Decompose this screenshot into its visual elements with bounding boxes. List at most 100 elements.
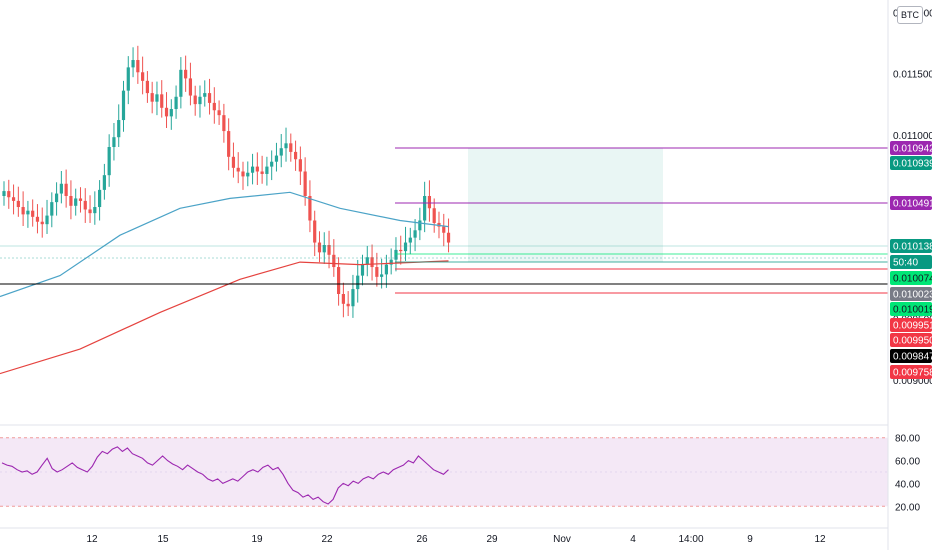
price-tag	[890, 239, 932, 253]
candle-body	[356, 275, 360, 290]
candle-body	[298, 159, 302, 172]
price-tags: 0.010942 0.010939 0.010491 0.010138 50:40 0.0…	[890, 141, 932, 379]
price-tag	[890, 365, 932, 379]
candle-body	[317, 242, 322, 253]
price-tag	[890, 318, 932, 332]
price-tag-label: 0.009758	[893, 368, 932, 379]
price-tag-label: 0.010138	[893, 242, 932, 253]
candle-body	[351, 289, 355, 307]
candle-body	[222, 115, 226, 132]
candle-body	[155, 94, 159, 102]
price-pane[interactable]	[0, 45, 888, 426]
time-axis[interactable]: 12 15 19 22 26 29 Nov 4 14:00 9 12	[0, 0, 889, 550]
candle-body	[217, 110, 221, 116]
x-tick-label: 4	[630, 534, 636, 545]
candle-body	[389, 259, 393, 265]
candle-body	[203, 93, 207, 97]
candle-body	[313, 220, 317, 243]
y-tick-label: 0.009000	[893, 376, 932, 387]
candle-body	[193, 95, 197, 105]
osc-tick-label: 20.00	[895, 502, 920, 513]
candle-body	[418, 220, 422, 231]
x-tick-label: 26	[416, 534, 428, 545]
price-tag	[890, 156, 932, 170]
candle-body	[136, 60, 140, 73]
candle-body	[231, 156, 236, 168]
price-tag	[890, 333, 932, 347]
candle-body	[74, 198, 78, 206]
candle-body	[59, 183, 63, 194]
price-tag	[890, 255, 932, 269]
x-tick-label: 19	[251, 534, 263, 545]
candle-body	[227, 131, 231, 157]
candle-body	[423, 196, 427, 221]
candle-body	[11, 197, 16, 201]
candle-body	[188, 78, 193, 96]
y-tick-label: 0.011000	[893, 131, 932, 142]
price-tag	[890, 287, 932, 301]
candle-body	[265, 166, 269, 174]
candle-body	[399, 249, 403, 252]
candle-body	[40, 221, 44, 225]
candle-body	[93, 207, 97, 214]
candle-body	[164, 107, 169, 117]
oscillator-pane[interactable]	[0, 437, 888, 507]
osc-tick-label: 60.00	[895, 457, 920, 468]
ma-line-blue	[0, 191, 449, 298]
candle-body	[432, 208, 436, 223]
candle-body	[150, 93, 154, 102]
candle-body	[179, 69, 183, 97]
candle-body	[145, 80, 149, 94]
candle-body	[241, 171, 245, 177]
candle-body	[446, 232, 451, 243]
price-tag-label: 0.009950	[893, 336, 932, 347]
osc-tick-label: 80.00	[895, 434, 920, 445]
candle-body	[327, 245, 331, 255]
price-tag-label: 0.010023	[893, 290, 932, 301]
candle-body	[212, 102, 216, 111]
candle-body	[2, 191, 6, 196]
candle-body	[279, 148, 283, 156]
price-tag	[890, 302, 932, 316]
candle-body	[337, 267, 341, 294]
candle-body	[308, 196, 312, 221]
candle-body	[45, 215, 49, 225]
price-tag	[890, 349, 932, 363]
candle-body	[303, 171, 307, 196]
candle-body	[370, 257, 374, 268]
candle-body	[293, 151, 298, 160]
candle-body	[16, 200, 20, 208]
candle-body	[250, 166, 255, 173]
currency-badge[interactable]: BTC	[897, 6, 923, 24]
candle-body	[380, 274, 384, 277]
target-zone	[468, 148, 663, 262]
candle-body	[126, 67, 130, 91]
price-tag-label: 0.010074	[893, 274, 932, 285]
candle-body	[198, 96, 202, 105]
x-tick-label: 9	[747, 534, 753, 545]
ma-line-red	[0, 260, 449, 375]
price-tag-label: 0.010491	[893, 199, 932, 210]
oscillator-line	[1, 446, 449, 505]
candle-body	[102, 175, 106, 190]
candle-body	[69, 196, 73, 206]
candle-body	[107, 147, 111, 176]
candle-body	[236, 167, 240, 172]
candle-body	[442, 226, 446, 233]
candle-body	[270, 161, 274, 167]
candle-body	[274, 155, 279, 162]
osc-band	[0, 437, 888, 507]
candle-body	[131, 60, 135, 68]
candle-body	[160, 94, 164, 108]
x-tick-label: 29	[486, 534, 498, 545]
candle-body	[26, 210, 30, 215]
candle-body	[413, 230, 417, 238]
candle-body	[117, 120, 121, 138]
candle-body	[260, 171, 264, 174]
candle-body	[346, 303, 350, 307]
x-tick-label: 22	[321, 534, 333, 545]
price-tag	[890, 141, 932, 155]
candle-body	[54, 193, 59, 203]
candle-body	[408, 237, 412, 243]
